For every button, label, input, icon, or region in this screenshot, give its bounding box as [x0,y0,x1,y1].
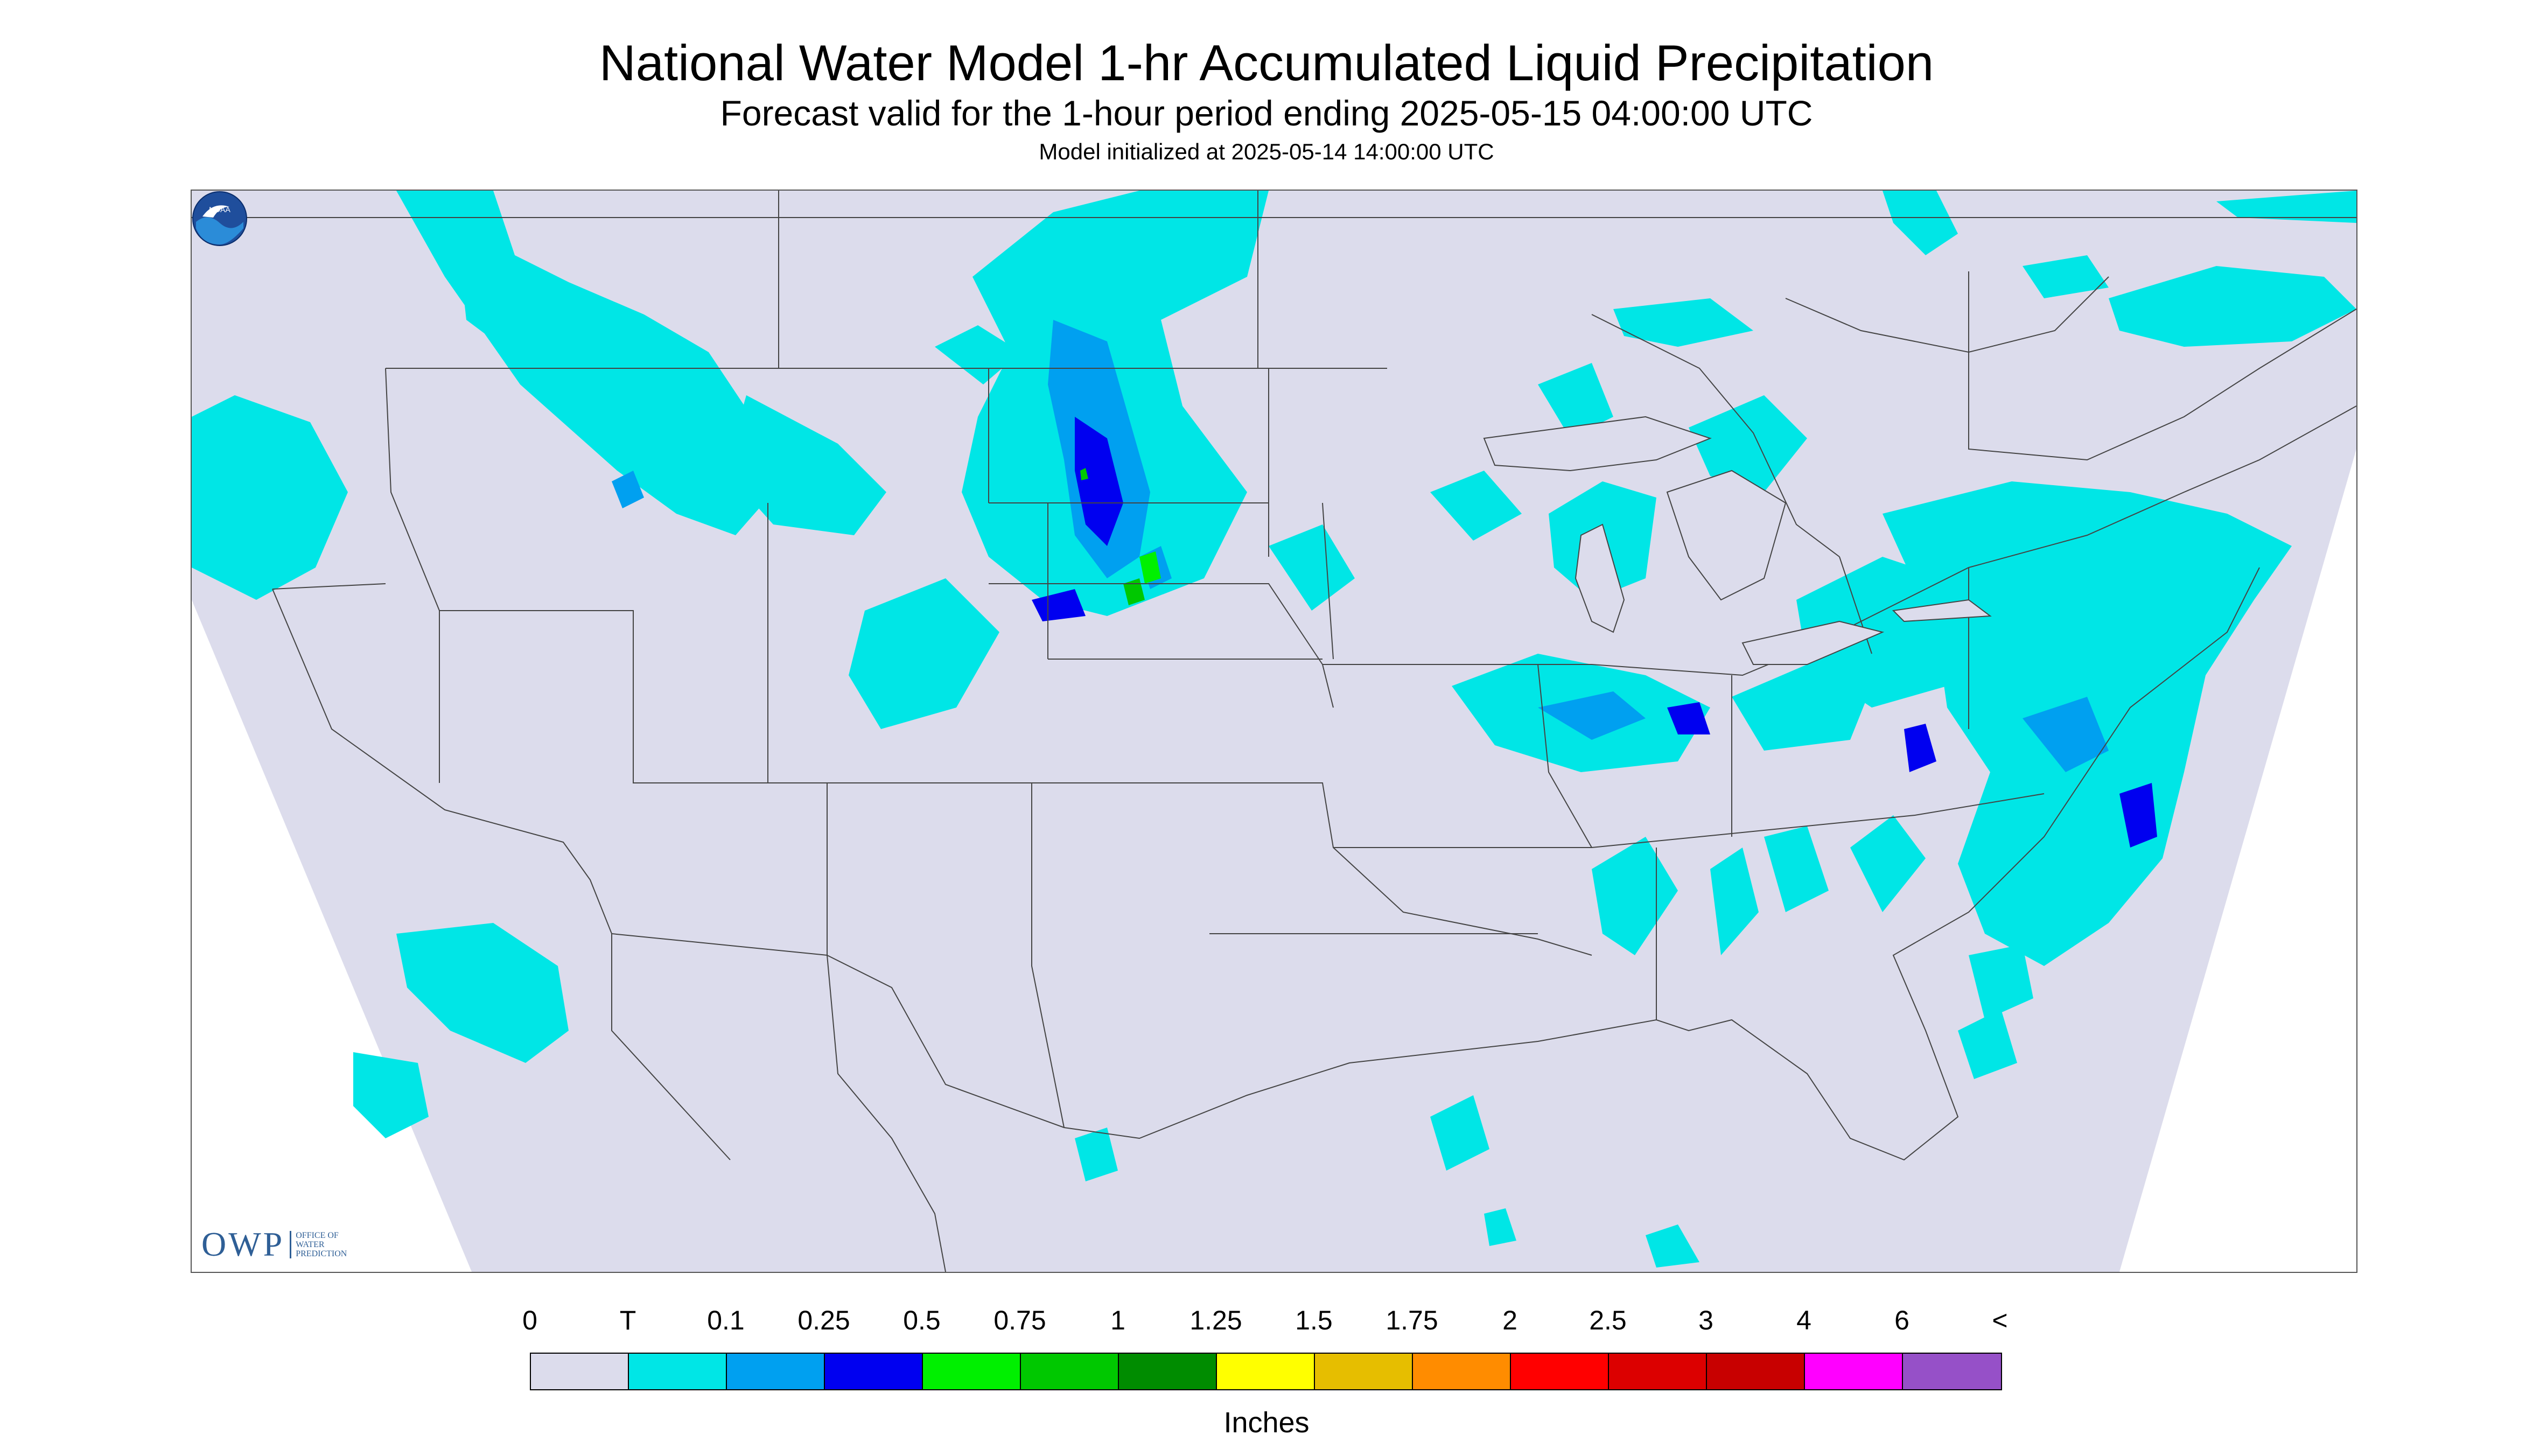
legend-swatch [1217,1354,1315,1389]
owp-logo-text: OWP [201,1225,285,1263]
boundary-lines [192,191,2356,1272]
owp-logo: OWP OFFICE OF WATER PREDICTION [201,1224,347,1264]
great-lakes [1483,416,1992,665]
legend-swatch [1119,1354,1217,1389]
legend-units: Inches [1223,1406,1310,1439]
legend-tick-label: 1.5 [1295,1305,1333,1335]
noaa-logo-text: NOAA [209,205,230,214]
legend-tick-label: 0.5 [903,1305,941,1335]
legend-tick-label: 6 [1894,1305,1909,1335]
legend-tick-label: 0 [522,1305,537,1335]
precipitation-map: OWP OFFICE OF WATER PREDICTION NOAA [191,190,2357,1273]
legend-swatch [825,1354,923,1389]
map-canvas [192,191,2356,1272]
legend-tick-label: < [1992,1305,2008,1335]
precip-heavy-areas [1080,468,1161,605]
chart-title: National Water Model 1-hr Accumulated Li… [599,34,1934,91]
legend-swatch [1413,1354,1511,1389]
legend-tick-label: 0.1 [707,1305,745,1335]
legend-tick-label: 2 [1502,1305,1517,1335]
legend-tick-label: 0.25 [797,1305,850,1335]
legend-swatch [1805,1354,1903,1389]
model-init-text: Model initialized at 2025-05-14 14:00:00… [1039,139,1494,164]
legend-swatch [629,1354,727,1389]
legend-tick-label: 1.75 [1386,1305,1438,1335]
legend-tick-label: 2.5 [1589,1305,1627,1335]
legend-swatch [727,1354,825,1389]
legend-tick-label: 0.75 [993,1305,1046,1335]
legend-swatch [1609,1354,1707,1389]
legend-tick-label: 1.25 [1189,1305,1242,1335]
noaa-logo-icon: NOAA [192,191,247,246]
legend-swatch [1707,1354,1805,1389]
legend-swatch [1021,1354,1119,1389]
legend-swatch [1315,1354,1413,1389]
legend-swatch [1511,1354,1609,1389]
legend-tick-label: 4 [1796,1305,1811,1335]
legend-tick-label: 1 [1110,1305,1125,1335]
legend-tick-label: T [619,1305,636,1335]
legend-swatch [1903,1354,2001,1389]
legend-tick-label: 3 [1698,1305,1713,1335]
legend-swatch [923,1354,1021,1389]
legend-swatch [531,1354,629,1389]
precip-moderate-areas [612,320,2157,848]
owp-logo-subtext: OFFICE OF WATER PREDICTION [290,1230,347,1258]
legend-color-bar [530,1353,2002,1390]
chart-subtitle: Forecast valid for the 1-hour period end… [720,93,1813,133]
